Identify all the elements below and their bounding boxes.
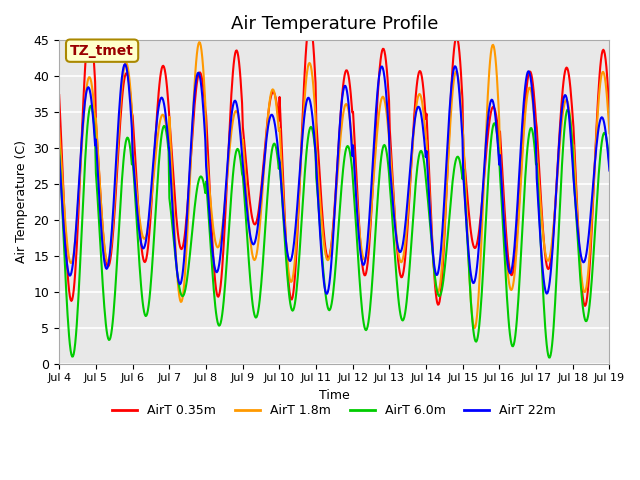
AirT 0.35m [55, 92, 63, 98]
AirT 22m [605, 168, 613, 173]
AirT 1.8m [207, 208, 215, 214]
AirT 1.8m [55, 125, 63, 131]
AirT 0.35m [178, 246, 186, 252]
AirT 22m [323, 291, 331, 297]
AirT 1.8m [471, 325, 479, 331]
AirT 0.35m [605, 111, 613, 117]
AirT 22m [179, 273, 186, 278]
AirT 22m [55, 153, 63, 158]
AirT 6.0m [86, 103, 94, 108]
AirT 0.35m [122, 71, 129, 77]
AirT 6.0m [402, 305, 410, 311]
AirT 22m [65, 272, 73, 277]
AirT 6.0m [179, 293, 186, 299]
Line: AirT 1.8m: AirT 1.8m [59, 42, 609, 328]
AirT 22m [121, 61, 129, 67]
AirT 6.0m [605, 163, 613, 168]
AirT 0.35m [307, 19, 314, 24]
AirT 0.35m [207, 206, 214, 212]
AirT 6.0m [207, 255, 215, 261]
Title: Air Temperature Profile: Air Temperature Profile [230, 15, 438, 33]
AirT 6.0m [123, 136, 131, 142]
AirT 1.8m [122, 60, 129, 66]
AirT 22m [207, 238, 215, 243]
Line: AirT 22m: AirT 22m [59, 64, 609, 294]
AirT 1.8m [65, 255, 73, 261]
AirT 22m [403, 208, 410, 214]
AirT 0.35m [402, 248, 410, 253]
AirT 0.35m [581, 303, 589, 309]
Line: AirT 0.35m: AirT 0.35m [59, 22, 609, 306]
AirT 6.0m [418, 149, 426, 155]
Y-axis label: Air Temperature (C): Air Temperature (C) [15, 141, 28, 264]
AirT 22m [123, 65, 131, 71]
X-axis label: Time: Time [319, 389, 349, 402]
AirT 1.8m [418, 98, 426, 104]
AirT 0.35m [65, 288, 73, 293]
AirT 1.8m [605, 131, 613, 136]
AirT 22m [419, 122, 426, 128]
AirT 6.0m [65, 334, 73, 339]
Text: TZ_tmet: TZ_tmet [70, 44, 134, 58]
Line: AirT 6.0m: AirT 6.0m [59, 106, 609, 358]
AirT 1.8m [195, 39, 203, 45]
Legend: AirT 0.35m, AirT 1.8m, AirT 6.0m, AirT 22m: AirT 0.35m, AirT 1.8m, AirT 6.0m, AirT 2… [108, 399, 561, 422]
AirT 1.8m [178, 299, 186, 304]
AirT 0.35m [418, 74, 426, 80]
AirT 6.0m [55, 146, 63, 152]
AirT 6.0m [546, 355, 554, 360]
AirT 1.8m [402, 234, 410, 240]
